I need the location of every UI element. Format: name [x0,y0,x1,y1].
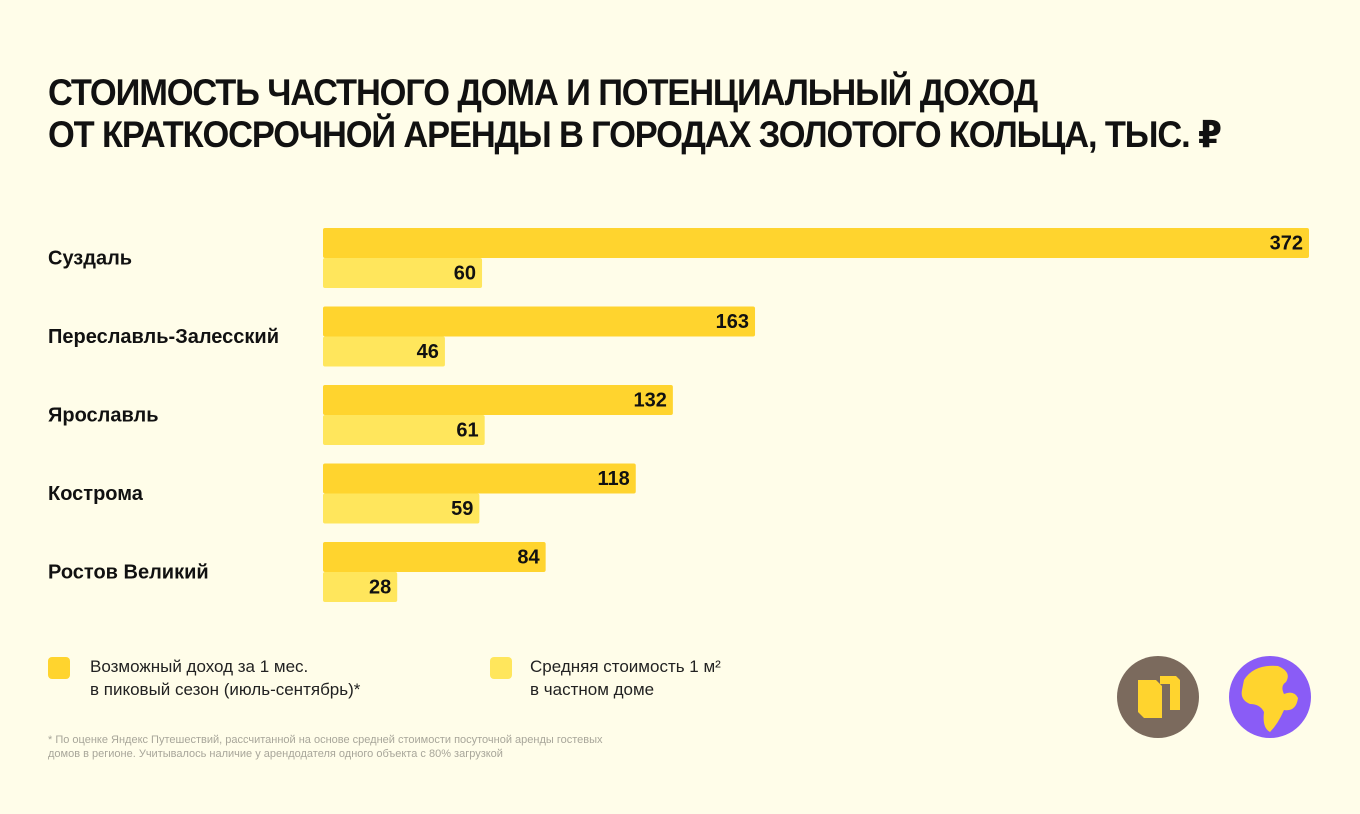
value-label: 59 [451,498,473,520]
value-label: 372 [1270,232,1303,254]
bar [323,258,483,288]
category-label: Кострома [48,483,144,505]
footnote: * По оценке Яндекс Путешествий, рассчита… [48,734,603,760]
legend-label: Средняя стоимость 1 м² в частном доме [530,657,721,699]
bar [323,306,756,337]
legend-label: Возможный доход за 1 мес. в пиковый сезо… [90,657,361,699]
legend-swatch [490,657,512,679]
bar [323,572,398,602]
bar [323,336,445,367]
icon-wallet [1117,656,1199,738]
bar [323,228,1309,258]
bar [323,493,480,524]
value-label: 60 [454,262,476,284]
value-label: 132 [633,389,666,411]
bar [323,463,636,494]
bar [323,542,546,572]
category-label: Суздаль [48,247,132,269]
bar [323,415,485,445]
category-label: Ярославль [48,404,159,426]
category-label: Ростов Великий [48,561,209,583]
value-label: 61 [456,419,478,441]
value-label: 163 [716,311,749,333]
value-label: 118 [597,468,629,490]
value-label: 28 [369,576,391,598]
value-label: 84 [517,546,540,568]
category-label: Переславль-Залесский [48,326,279,348]
chart-title: СТОИМОСТЬ ЧАСТНОГО ДОМА И ПОТЕНЦИАЛЬНЫЙ … [48,72,1222,155]
icon-globe [1229,656,1311,738]
legend-swatch [48,657,70,679]
bar [323,385,673,415]
value-label: 46 [417,341,439,363]
